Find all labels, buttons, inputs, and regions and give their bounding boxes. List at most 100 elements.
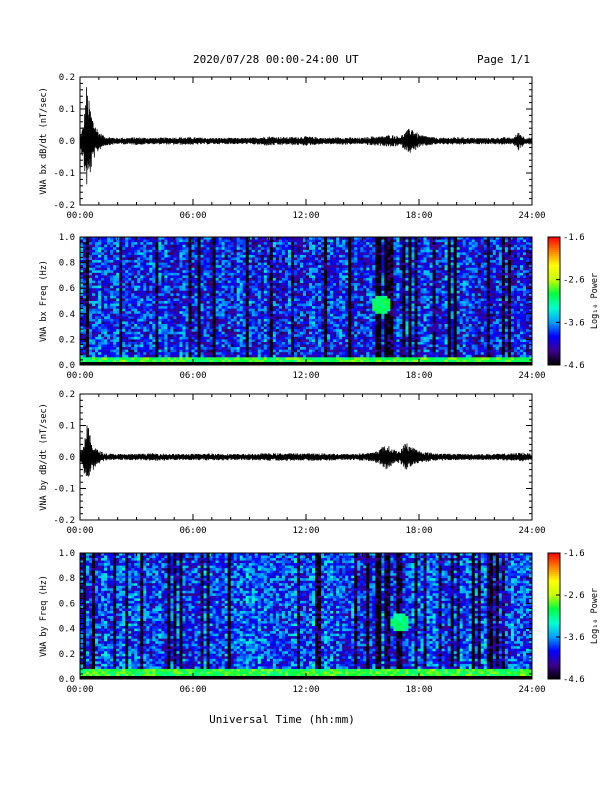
heatmap-cell bbox=[155, 354, 159, 358]
heatmap-cell bbox=[363, 344, 367, 348]
heatmap-cell bbox=[269, 357, 274, 361]
heatmap-cell bbox=[191, 357, 195, 361]
heatmap-cell bbox=[149, 352, 153, 356]
heatmap-cell bbox=[203, 244, 207, 248]
heatmap-cell bbox=[369, 354, 373, 358]
heatmap-cell bbox=[98, 324, 102, 327]
heatmap-cell bbox=[309, 311, 313, 315]
heatmap-cell bbox=[345, 313, 349, 317]
heatmap-cell bbox=[110, 270, 114, 274]
heatmap-cell bbox=[312, 254, 316, 258]
heatmap-cell bbox=[357, 239, 361, 243]
heatmap-cell bbox=[173, 303, 177, 307]
heatmap-cell bbox=[233, 339, 238, 343]
heatmap-cell bbox=[266, 249, 271, 253]
heatmap-cell bbox=[149, 283, 153, 287]
heatmap-cell bbox=[360, 265, 364, 269]
heatmap-cell bbox=[140, 308, 144, 312]
heatmap-cell bbox=[152, 339, 156, 343]
heatmap-cell bbox=[176, 336, 180, 340]
heatmap-cell bbox=[182, 272, 186, 276]
heatmap-cell bbox=[140, 339, 144, 343]
heatmap-cell bbox=[302, 359, 307, 363]
heatmap-cell bbox=[233, 254, 238, 258]
heatmap-cell bbox=[263, 298, 268, 302]
heatmap-cell bbox=[119, 352, 123, 356]
heatmap-cell bbox=[80, 318, 84, 322]
heatmap-cell bbox=[254, 339, 259, 343]
heatmap-cell bbox=[101, 326, 105, 330]
heatmap-cell bbox=[164, 359, 168, 363]
heatmap-cell bbox=[170, 359, 174, 363]
heatmap-cell bbox=[164, 313, 168, 317]
heatmap-cell bbox=[354, 313, 358, 317]
heatmap-cell bbox=[281, 277, 286, 281]
heatmap-cell bbox=[161, 257, 165, 261]
heatmap-cell bbox=[312, 329, 316, 333]
heatmap-cell bbox=[152, 336, 156, 340]
heatmap-cell bbox=[212, 306, 216, 310]
heatmap-cell bbox=[266, 257, 271, 261]
heatmap-cell bbox=[321, 288, 325, 292]
heatmap-cell bbox=[336, 242, 340, 246]
heatmap-cell bbox=[290, 285, 295, 289]
heatmap-cell bbox=[152, 329, 156, 333]
heatmap-cell bbox=[351, 275, 355, 279]
heatmap-cell bbox=[152, 293, 156, 297]
heatmap-cell bbox=[83, 280, 87, 284]
heatmap-cell bbox=[182, 295, 186, 299]
heatmap-cell bbox=[242, 237, 247, 240]
heatmap-cell bbox=[206, 321, 210, 325]
heatmap-cell bbox=[107, 247, 111, 251]
heatmap-cell bbox=[206, 324, 210, 327]
heatmap-cell bbox=[309, 293, 313, 297]
heatmap-cell bbox=[315, 303, 319, 307]
heatmap-cell bbox=[302, 285, 307, 289]
heatmap-cell bbox=[224, 262, 229, 266]
heatmap-cell bbox=[185, 239, 189, 243]
heatmap-cell bbox=[360, 301, 364, 304]
heatmap-cell bbox=[122, 301, 126, 304]
heatmap-cell bbox=[83, 252, 87, 256]
heatmap-cell bbox=[251, 254, 256, 258]
heatmap-cell bbox=[242, 311, 247, 315]
heatmap-cell bbox=[203, 252, 207, 256]
heatmap-cell bbox=[101, 277, 105, 281]
heatmap-cell bbox=[266, 285, 271, 289]
heatmap-cell bbox=[179, 331, 183, 335]
heatmap-cell bbox=[104, 270, 108, 274]
heatmap-cell bbox=[140, 352, 144, 356]
heatmap-cell bbox=[263, 326, 268, 330]
heatmap-cell bbox=[357, 308, 361, 312]
heatmap-cell bbox=[239, 242, 244, 246]
heatmap-cell bbox=[248, 270, 253, 274]
heatmap-cell bbox=[98, 285, 102, 289]
heatmap-cell bbox=[143, 275, 147, 279]
heatmap-cell bbox=[200, 254, 204, 258]
heatmap-cell bbox=[179, 237, 183, 240]
heatmap-cell bbox=[179, 306, 183, 310]
heatmap-cell bbox=[185, 293, 189, 297]
heatmap-cell bbox=[318, 262, 322, 266]
heatmap-cell bbox=[321, 303, 325, 307]
heatmap-cell bbox=[333, 275, 337, 279]
heatmap-cell bbox=[164, 247, 168, 251]
heatmap-cell bbox=[95, 265, 99, 269]
heatmap-cell bbox=[318, 285, 322, 289]
heatmap-cell bbox=[131, 270, 135, 274]
heatmap-cell bbox=[339, 262, 343, 266]
heatmap-cell bbox=[116, 277, 120, 281]
heatmap-cell bbox=[194, 265, 198, 269]
heatmap-cell bbox=[339, 303, 343, 307]
heatmap-cell bbox=[263, 277, 268, 281]
heatmap-cell bbox=[287, 254, 292, 258]
heatmap-cell bbox=[83, 295, 87, 299]
heatmap-cell bbox=[245, 270, 250, 274]
heatmap-cell bbox=[342, 313, 346, 317]
heatmap-cell bbox=[363, 280, 367, 284]
heatmap-cell bbox=[197, 339, 201, 343]
heatmap-cell bbox=[330, 308, 334, 312]
heatmap-cell bbox=[269, 242, 274, 246]
heatmap-cell bbox=[92, 308, 96, 312]
heatmap-cell bbox=[248, 357, 253, 361]
